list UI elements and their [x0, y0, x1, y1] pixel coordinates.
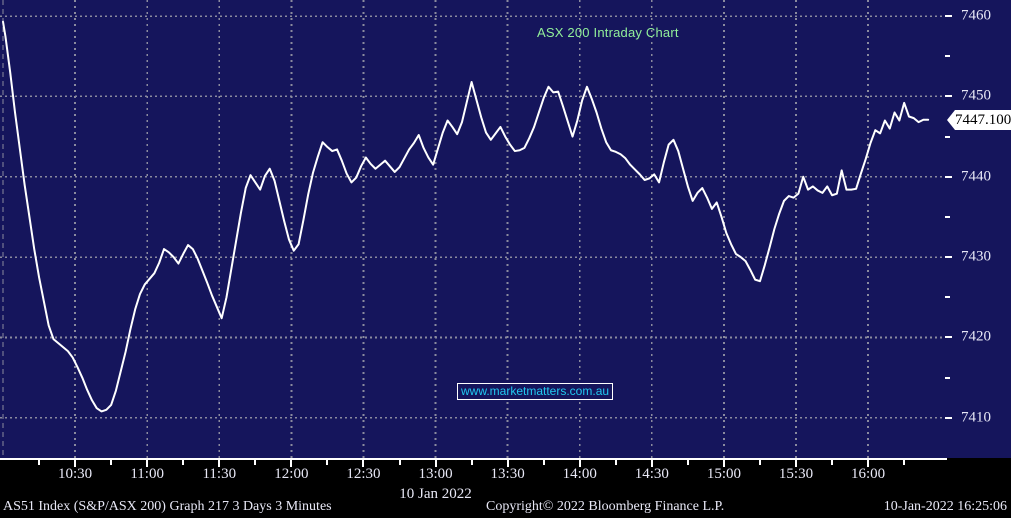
y-axis-minor-tick	[945, 376, 950, 379]
x-axis-minor-tick	[542, 460, 545, 465]
y-axis-label: 7450	[961, 87, 991, 104]
y-axis-minor-tick	[945, 296, 950, 299]
x-axis-label: 12:00	[274, 466, 309, 482]
y-axis-tick	[945, 416, 952, 419]
price-line-chart	[0, 0, 945, 458]
x-axis-label: 11:30	[202, 466, 237, 482]
y-axis-minor-tick	[945, 135, 950, 138]
x-axis-label: 13:00	[418, 466, 453, 482]
x-axis-tick	[578, 460, 581, 467]
footer-timestamp: 10-Jan-2022 16:25:06	[883, 499, 1007, 514]
y-axis-label: 7420	[961, 328, 991, 345]
watermark-label: www.marketmatters.com.au	[457, 383, 614, 400]
x-axis-tick	[218, 460, 221, 467]
x-axis-label: 14:00	[562, 466, 597, 482]
chart-title: ASX 200 Intraday Chart	[537, 25, 679, 40]
x-axis-tick	[867, 460, 870, 467]
x-axis-label: 12:30	[346, 466, 381, 482]
x-axis-minor-tick	[182, 460, 185, 465]
x-axis-minor-tick	[398, 460, 401, 465]
x-axis-minor-tick	[831, 460, 834, 465]
price-flag-arrow-icon	[947, 109, 955, 130]
y-axis-label: 7460	[961, 7, 991, 24]
y-axis-label: 7440	[961, 168, 991, 185]
x-axis-tick	[506, 460, 509, 467]
x-axis-label: 14:30	[634, 466, 669, 482]
x-axis-minor-tick	[903, 460, 906, 465]
y-axis-label: 7410	[961, 409, 991, 426]
x-axis-label: 13:30	[490, 466, 525, 482]
x-axis-label: 16:00	[851, 466, 886, 482]
x-axis-label: 15:30	[778, 466, 814, 482]
plot-area: ASX 200 Intraday Chart www.marketmatters…	[0, 0, 947, 460]
current-price-value: 7447.100	[955, 109, 1011, 130]
y-axis-tick	[945, 95, 952, 98]
x-axis-label: 15:00	[706, 466, 741, 482]
footer-security-description: AS51 Index (S&P/ASX 200) Graph 217 3 Day…	[3, 499, 332, 514]
x-axis-tick	[362, 460, 365, 467]
x-axis-tick	[434, 460, 437, 467]
x-axis-minor-tick	[758, 460, 761, 465]
x-axis-minor-tick	[326, 460, 329, 465]
x-axis-minor-tick	[470, 460, 473, 465]
y-axis-minor-tick	[945, 55, 950, 58]
x-axis-minor-tick	[110, 460, 113, 465]
x-axis-tick	[290, 460, 293, 467]
x-axis-minor-tick	[686, 460, 689, 465]
x-axis-tick	[722, 460, 725, 467]
footer-copyright: Copyright© 2022 Bloomberg Finance L.P.	[486, 499, 725, 514]
y-axis: 7460 7450 7440 7430 7420 7410 7447.100	[945, 0, 1011, 458]
x-axis-tick	[74, 460, 77, 467]
y-axis-tick	[945, 336, 952, 339]
y-axis-tick	[945, 256, 952, 259]
y-axis-tick	[945, 15, 952, 18]
x-axis-label: 11:00	[130, 466, 164, 482]
y-axis-tick	[945, 175, 952, 178]
x-axis-minor-tick	[38, 460, 41, 465]
footer-bar: AS51 Index (S&P/ASX 200) Graph 217 3 Day…	[0, 498, 1011, 518]
y-axis-label: 7430	[961, 248, 991, 265]
y-axis-minor-tick	[945, 215, 950, 218]
x-axis: 10 Jan 2022 10:30 11:00 11:30 12:00 12:30 13:…	[0, 460, 945, 502]
current-price-flag: 7447.100	[947, 109, 1011, 130]
x-axis-tick	[795, 460, 797, 467]
x-axis-tick	[146, 460, 149, 467]
x-axis-minor-tick	[614, 460, 617, 465]
x-axis-label: 10:30	[57, 466, 93, 482]
x-axis-tick	[650, 460, 653, 467]
x-axis-minor-tick	[254, 460, 257, 465]
